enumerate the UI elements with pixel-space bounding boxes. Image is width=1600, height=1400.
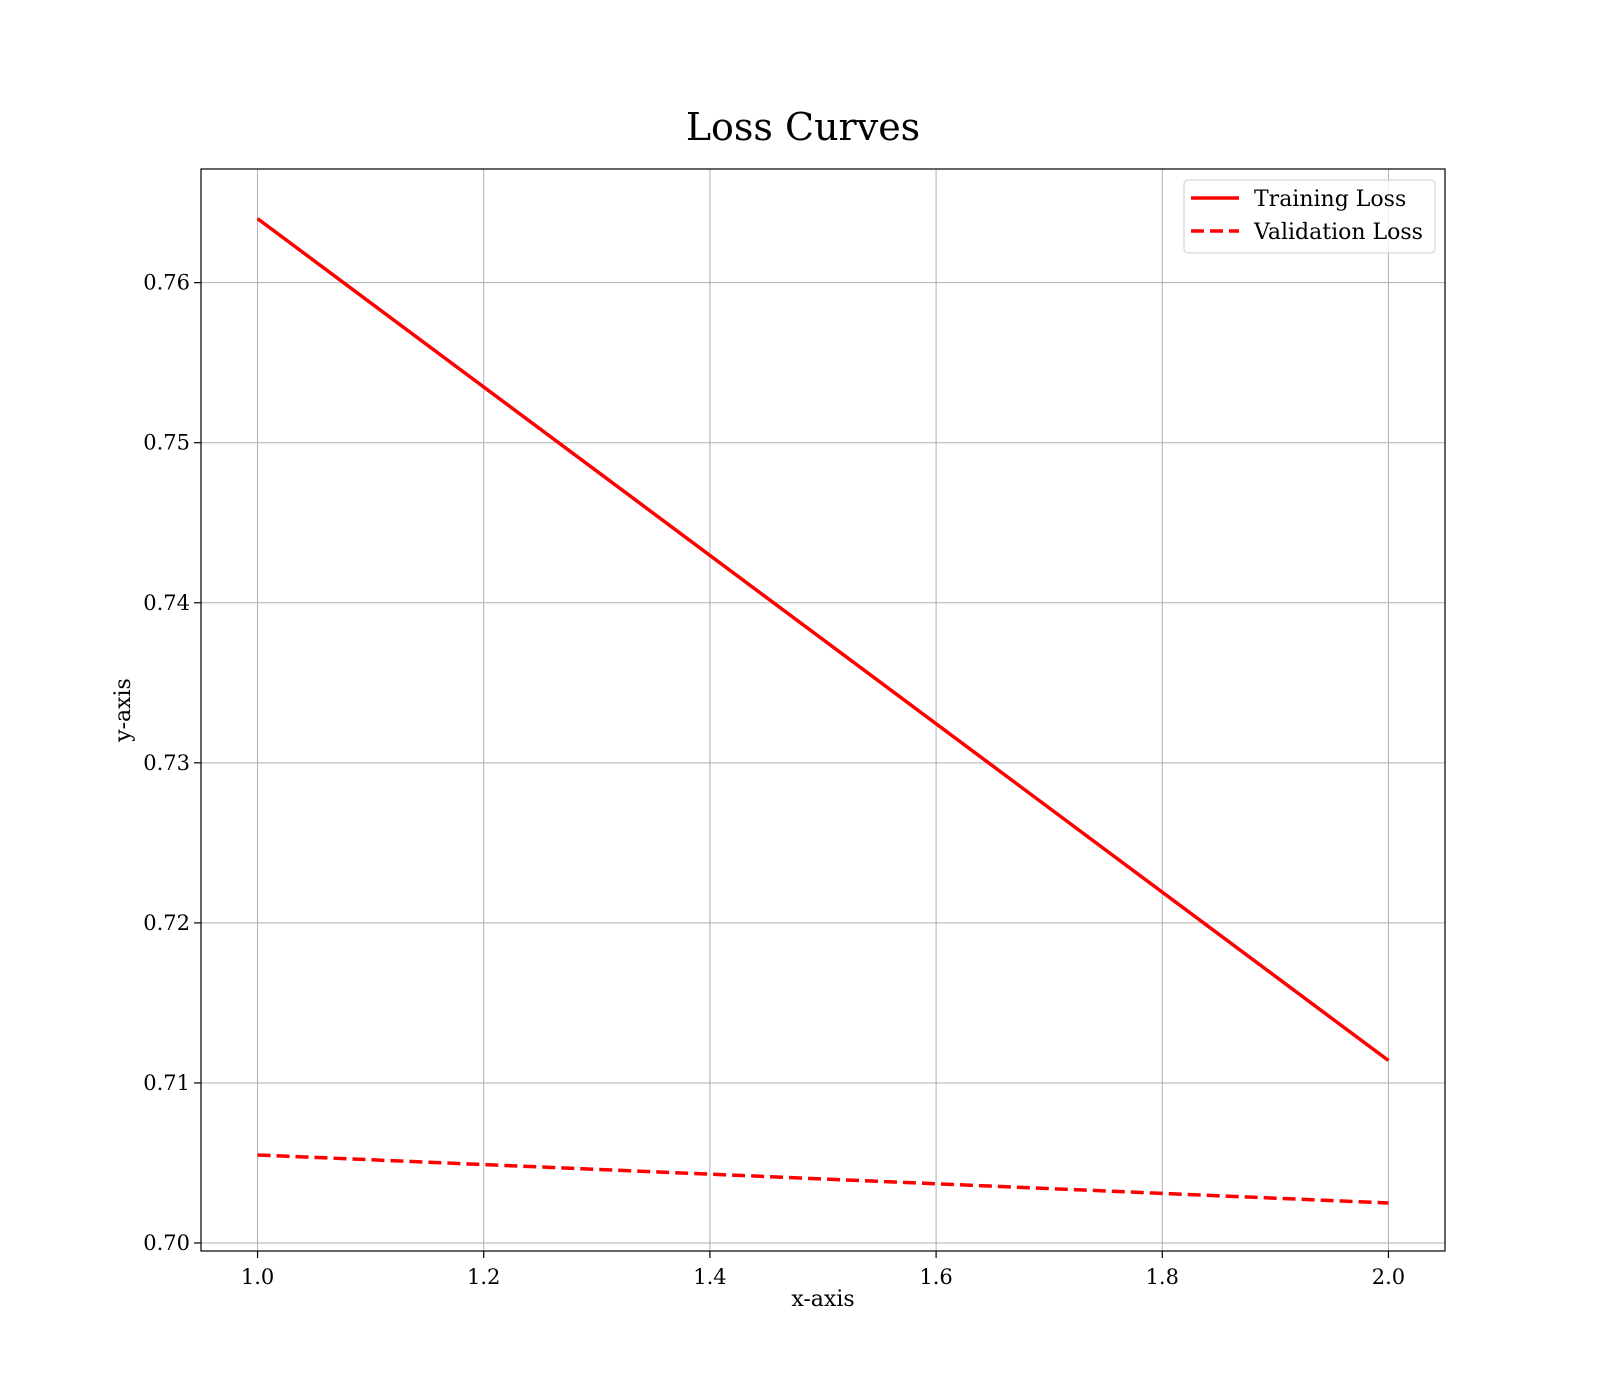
x-tick-label: 1.2: [467, 1265, 500, 1289]
legend-label-training-loss: Training Loss: [1254, 187, 1406, 212]
series-line-training-loss: [256, 217, 1390, 1062]
y-axis-ticks: 0.70 0.71 0.72 0.73 0.74 0.75 0.76: [143, 271, 201, 1255]
x-tick-label: 1.0: [241, 1265, 274, 1289]
legend-label-validation-loss: Validation Loss: [1253, 220, 1423, 245]
grid-lines: [201, 169, 1445, 1251]
series-line-validation-loss: [257, 1153, 1389, 1205]
y-axis-label: y-axis: [111, 678, 136, 743]
series-layer: [256, 217, 1390, 1205]
y-tick-label: 0.70: [143, 1231, 190, 1255]
plot-area-frame: [200, 168, 1446, 1252]
x-axis-label: x-axis: [791, 1287, 854, 1312]
x-tick-label: 1.4: [693, 1265, 726, 1289]
x-tick-label: 1.8: [1146, 1265, 1179, 1289]
chart-title: Loss Curves: [686, 105, 920, 149]
y-tick-label: 0.75: [143, 431, 190, 455]
y-tick-label: 0.74: [143, 591, 190, 615]
y-tick-label: 0.71: [143, 1071, 190, 1095]
legend-box: [1183, 179, 1436, 254]
x-axis-ticks: 1.0 1.2 1.4 1.6 1.8 2.0: [241, 1251, 1405, 1289]
y-tick-label: 0.73: [143, 751, 190, 775]
y-tick-label: 0.72: [143, 911, 190, 935]
x-tick-label: 2.0: [1372, 1265, 1405, 1289]
x-tick-label: 1.6: [919, 1265, 952, 1289]
y-tick-label: 0.76: [143, 271, 190, 295]
legend: Training Loss Validation Loss: [1183, 179, 1436, 254]
